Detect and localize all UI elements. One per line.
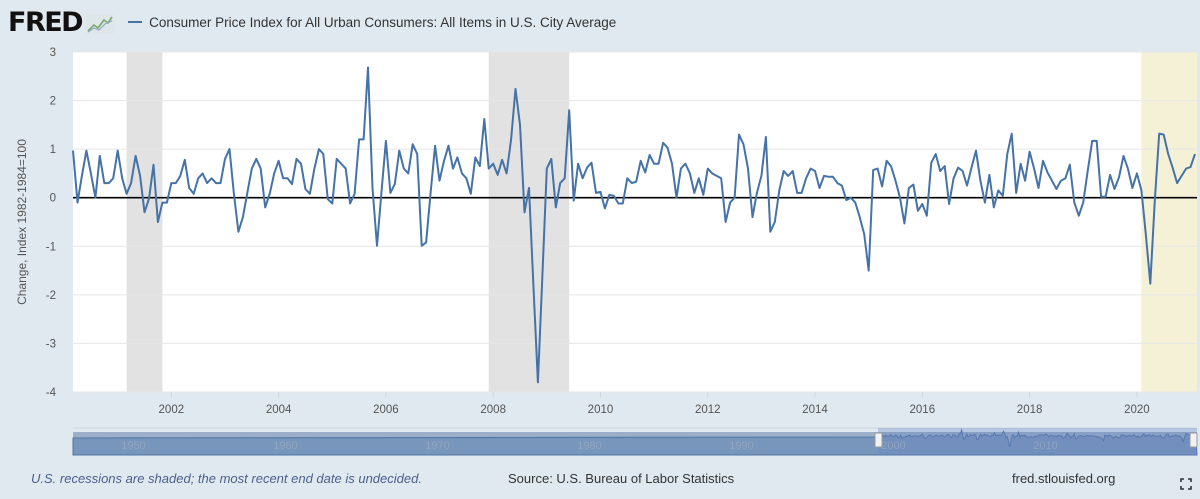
y-axis-title: Change, Index 1982-1984=100 [15,139,29,305]
navigator-tick-label: 2000 [881,440,905,452]
fred-logo[interactable]: FRED [8,6,84,38]
y-tick-label: -4 [46,387,57,399]
x-tick-label: 2014 [802,404,828,416]
navigator-tick-label: 1990 [729,440,753,452]
y-tick-label: 2 [50,96,56,108]
recession-shade [1141,52,1197,392]
x-tick-label: 2018 [1017,404,1043,416]
cpi-series-line [72,66,1196,384]
navigator-handle-left[interactable] [874,432,883,448]
legend-label[interactable]: Consumer Price Index for All Urban Consu… [149,14,617,30]
y-tick-label: 1 [50,144,56,156]
source-text: Source: U.S. Bureau of Labor Statistics [508,471,735,486]
y-tick-label: -1 [46,241,56,253]
legend-swatch [128,21,143,23]
x-tick-label: 2016 [910,404,936,416]
cpi-line-chart: 3 2 1 0 -1 -2 -3 -4 2002 2004 2006 2008 2010 2012 2014… [15,47,1198,456]
navigator-selection [878,428,1197,455]
navigator-handle-right[interactable] [1189,432,1198,448]
chart-header: FRED Consumer Price Index for All Urban … [8,6,616,38]
y-tick-label: 0 [50,193,56,205]
navigator-series [72,428,1198,456]
navigator-tick-label: 1980 [577,440,601,452]
recession-shade [126,52,163,392]
navigator-tick-label: 1970 [425,440,449,452]
x-tick-label: 2012 [695,404,721,416]
fred-url[interactable]: fred.stlouisfed.org [1012,471,1116,486]
x-tick-label: 2002 [159,404,185,416]
y-tick-label: -3 [46,338,56,350]
navigator-tick-label: 1960 [273,440,297,452]
y-tick-label: 3 [50,47,56,59]
x-tick-label: 2006 [373,404,399,416]
navigator-tick-label: 2010 [1033,440,1057,452]
recession-shade [488,52,570,392]
plot-area [73,52,1197,392]
x-tick-label: 2004 [266,404,292,416]
recession-note: U.S. recessions are shaded; the most rec… [31,471,422,486]
x-tick-label: 2010 [588,404,614,416]
navigator-tick-label: 1950 [121,440,145,452]
fred-chart-logo-icon [86,14,115,34]
fullscreen-icon[interactable] [1180,478,1192,490]
x-tick-label: 2008 [480,404,506,416]
x-tick-label: 2020 [1124,404,1150,416]
y-tick-label: -2 [46,290,56,302]
